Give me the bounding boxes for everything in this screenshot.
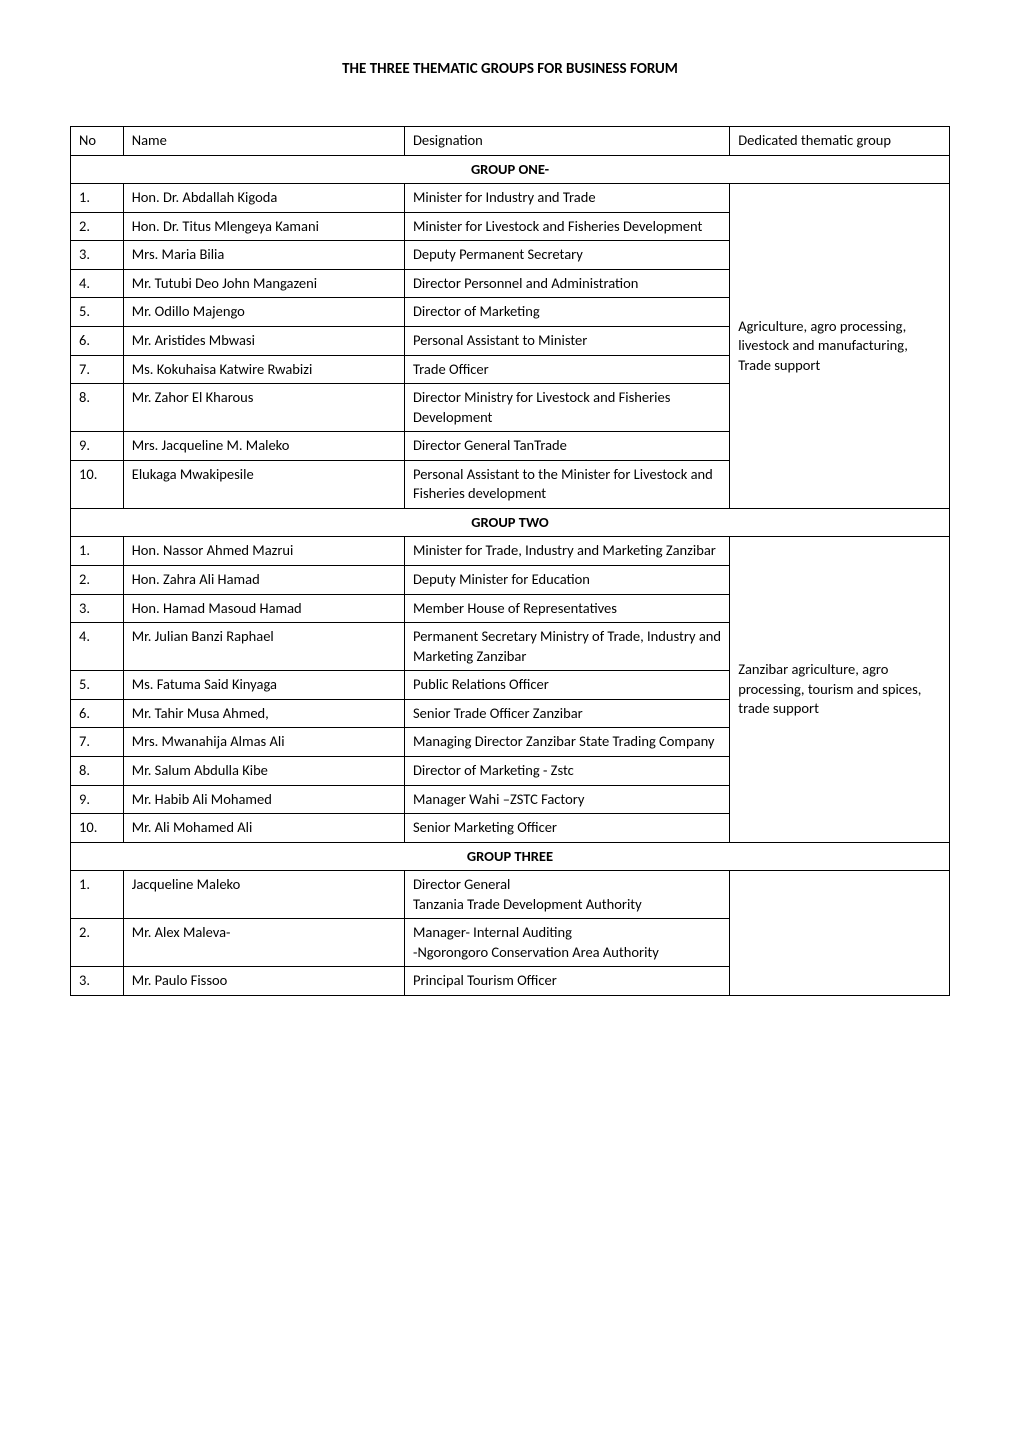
cell-no: 4. [71,269,124,298]
col-header-name: Name [123,127,404,156]
col-header-group: Dedicated thematic group [730,127,950,156]
cell-designation: Minister for Industry and Trade [405,184,730,213]
col-header-no: No [71,127,124,156]
cell-no: 1. [71,184,124,213]
cell-no: 8. [71,384,124,432]
cell-name: Mr. Paulo Fissoo [123,967,404,996]
cell-name: Mr. Aristides Mbwasi [123,326,404,355]
cell-no: 1. [71,871,124,919]
cell-name: Mr. Julian Banzi Raphael [123,623,404,671]
cell-dedicated-group: Agriculture, agro processing, livestock … [730,184,950,509]
thematic-groups-table: NoNameDesignationDedicated thematic grou… [70,126,950,996]
col-header-designation: Designation [405,127,730,156]
cell-designation: Senior Marketing Officer [405,814,730,843]
cell-designation: Minister for Trade, Industry and Marketi… [405,537,730,566]
cell-name: Mrs. Maria Bilia [123,241,404,270]
cell-no: 9. [71,432,124,461]
cell-no: 6. [71,699,124,728]
cell-name: Jacqueline Maleko [123,871,404,919]
cell-designation: Director Personnel and Administration [405,269,730,298]
cell-no: 6. [71,326,124,355]
cell-no: 10. [71,460,124,508]
cell-name: Hon. Zahra Ali Hamad [123,566,404,595]
cell-no: 1. [71,537,124,566]
cell-name: Hon. Dr. Titus Mlengeya Kamani [123,212,404,241]
cell-no: 7. [71,728,124,757]
cell-name: Mr. Odillo Majengo [123,298,404,327]
cell-designation: Trade Officer [405,355,730,384]
cell-designation: Manager- Internal Auditing-Ngorongoro Co… [405,919,730,967]
table-header-row: NoNameDesignationDedicated thematic grou… [71,127,950,156]
cell-designation: Director General TanTrade [405,432,730,461]
cell-designation: Public Relations Officer [405,671,730,700]
cell-name: Hon. Nassor Ahmed Mazrui [123,537,404,566]
group-label: GROUP TWO [71,508,950,537]
cell-designation: Personal Assistant to Minister [405,326,730,355]
cell-designation: Director Ministry for Livestock and Fish… [405,384,730,432]
document-title: THE THREE THEMATIC GROUPS FOR BUSINESS F… [70,60,950,78]
cell-no: 3. [71,594,124,623]
cell-name: Mrs. Mwanahija Almas Ali [123,728,404,757]
group-label: GROUP ONE- [71,155,950,184]
cell-designation: Permanent Secretary Ministry of Trade, I… [405,623,730,671]
cell-designation: Manager Wahi –ZSTC Factory [405,785,730,814]
cell-designation: Director of Marketing [405,298,730,327]
cell-designation: Deputy Permanent Secretary [405,241,730,270]
table-row: 1.Jacqueline MalekoDirector GeneralTanza… [71,871,950,919]
cell-name: Elukaga Mwakipesile [123,460,404,508]
group-header-row: GROUP THREE [71,842,950,871]
cell-no: 7. [71,355,124,384]
cell-name: Mr. Alex Maleva- [123,919,404,967]
cell-name: Mr. Habib Ali Mohamed [123,785,404,814]
cell-designation: Principal Tourism Officer [405,967,730,996]
cell-no: 5. [71,671,124,700]
cell-no: 10. [71,814,124,843]
cell-name: Ms. Kokuhaisa Katwire Rwabizi [123,355,404,384]
cell-no: 3. [71,967,124,996]
cell-no: 2. [71,919,124,967]
cell-dedicated-group: Zanzibar agriculture, agro processing, t… [730,537,950,842]
cell-no: 5. [71,298,124,327]
cell-name: Ms. Fatuma Said Kinyaga [123,671,404,700]
cell-designation: Director GeneralTanzania Trade Developme… [405,871,730,919]
cell-designation: Managing Director Zanzibar State Trading… [405,728,730,757]
cell-name: Mr. Salum Abdulla Kibe [123,756,404,785]
cell-no: 3. [71,241,124,270]
cell-no: 4. [71,623,124,671]
cell-designation: Senior Trade Officer Zanzibar [405,699,730,728]
cell-name: Mr. Tutubi Deo John Mangazeni [123,269,404,298]
cell-name: Hon. Dr. Abdallah Kigoda [123,184,404,213]
cell-dedicated-group [730,871,950,996]
cell-no: 2. [71,566,124,595]
cell-name: Mr. Ali Mohamed Ali [123,814,404,843]
cell-name: Mr. Tahir Musa Ahmed, [123,699,404,728]
group-header-row: GROUP TWO [71,508,950,537]
table-row: 1.Hon. Dr. Abdallah KigodaMinister for I… [71,184,950,213]
cell-name: Hon. Hamad Masoud Hamad [123,594,404,623]
cell-no: 9. [71,785,124,814]
cell-designation: Personal Assistant to the Minister for L… [405,460,730,508]
cell-name: Mrs. Jacqueline M. Maleko [123,432,404,461]
group-label: GROUP THREE [71,842,950,871]
cell-no: 2. [71,212,124,241]
cell-designation: Member House of Representatives [405,594,730,623]
cell-designation: Minister for Livestock and Fisheries Dev… [405,212,730,241]
cell-no: 8. [71,756,124,785]
table-row: 1.Hon. Nassor Ahmed MazruiMinister for T… [71,537,950,566]
group-header-row: GROUP ONE- [71,155,950,184]
cell-name: Mr. Zahor El Kharous [123,384,404,432]
cell-designation: Director of Marketing - Zstc [405,756,730,785]
cell-designation: Deputy Minister for Education [405,566,730,595]
